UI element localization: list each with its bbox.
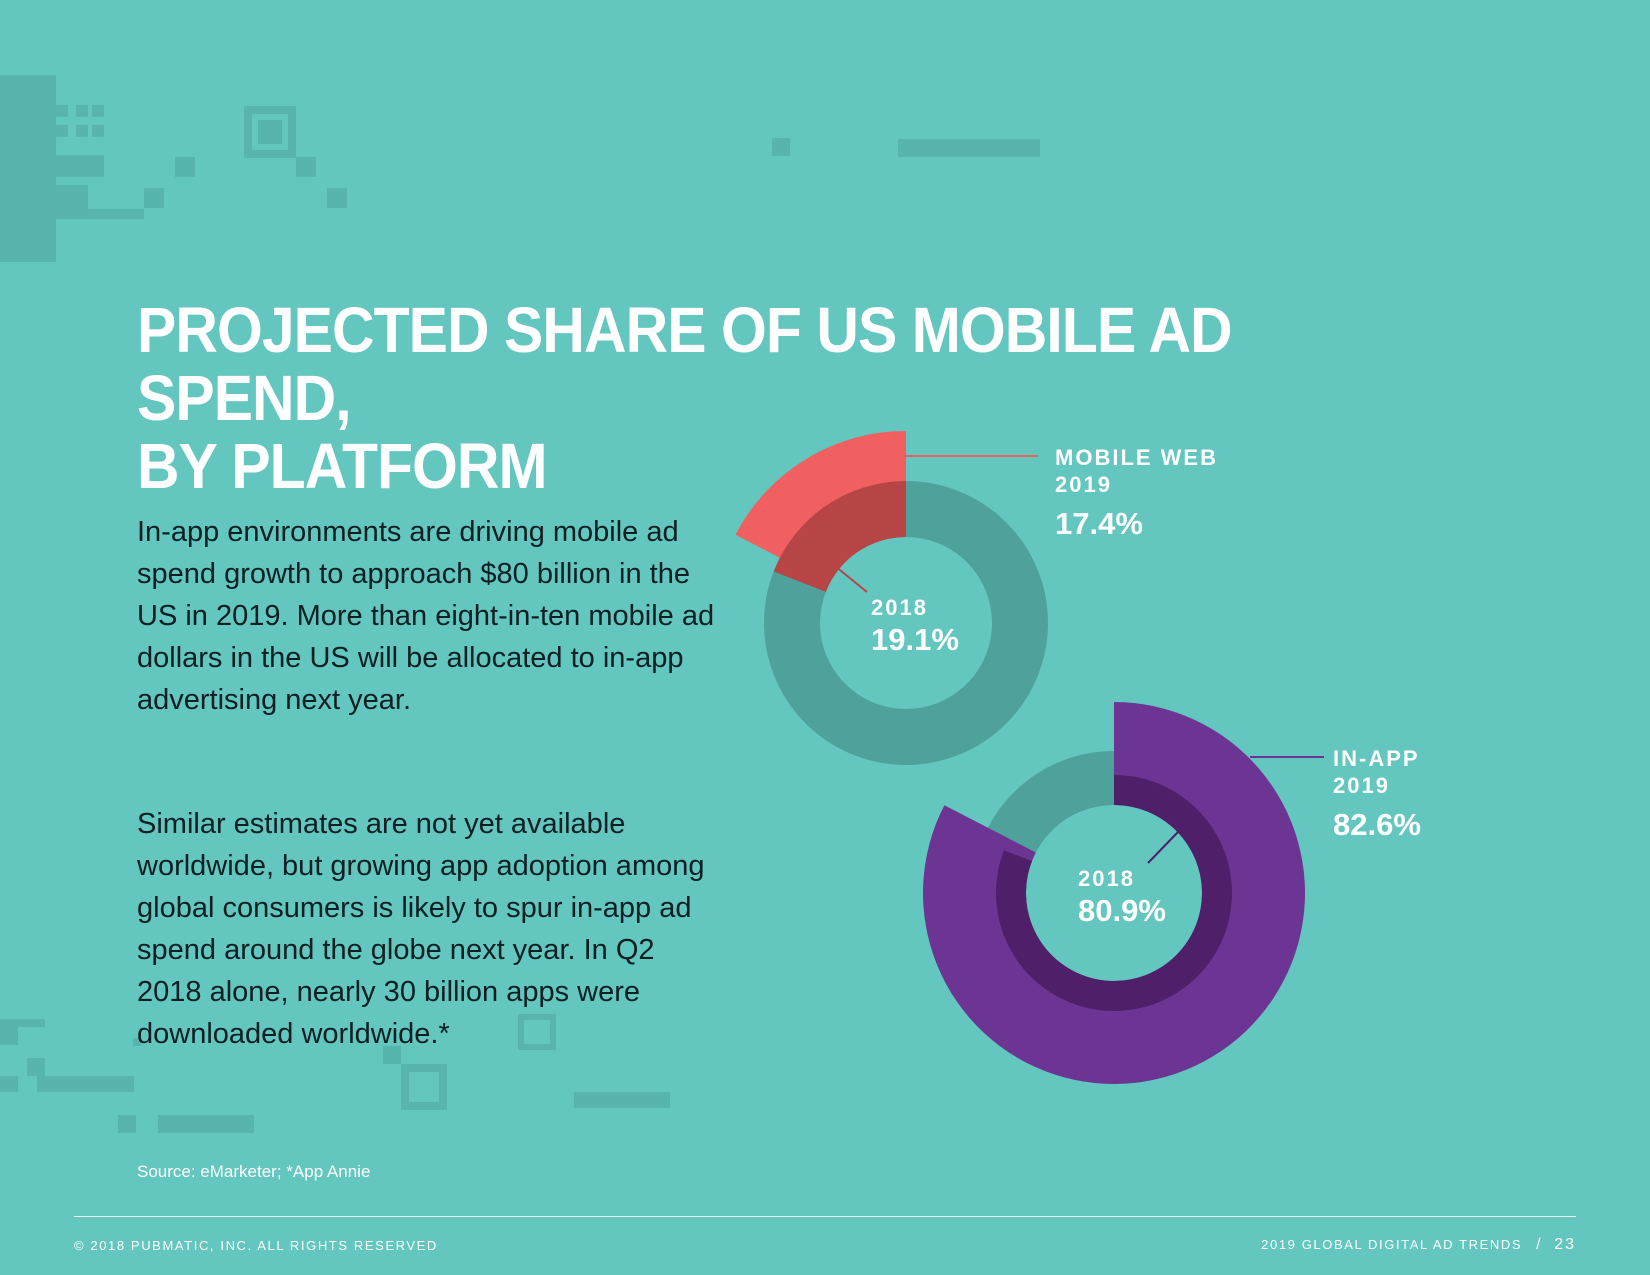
footer-report: 2019 GLOBAL DIGITAL AD TRENDS / 23 [1261,1236,1576,1254]
data-label-2019-value: 82.6% [1333,807,1421,842]
page-title-line: PROJECTED SHARE OF US MOBILE AD SPEND, [137,294,1233,434]
data-label-2018-value: 80.9% [1078,893,1166,928]
footer-copyright: © 2018 PUBMATIC, INC. ALL RIGHTS RESERVE… [74,1238,438,1253]
data-label-2019-heading: 2019 [1055,472,1112,497]
page-title-line: BY PLATFORM [137,430,548,502]
leader-line-2018 [834,565,868,593]
page-number: 23 [1554,1236,1576,1253]
footer-separator: / [1536,1236,1543,1253]
data-label-2018-value: 19.1% [871,622,959,657]
footer-divider [74,1216,1576,1217]
data-label-2019-heading: 2019 [1333,773,1390,798]
page-title: PROJECTED SHARE OF US MOBILE AD SPEND, B… [137,296,1333,500]
data-label-2018-heading: 2018 [1078,866,1135,891]
body-paragraph: In-app environments are driving mobile a… [137,516,715,716]
footer-report-title: 2019 GLOBAL DIGITAL AD TRENDS [1261,1237,1523,1252]
leader-line-2018 [1147,831,1179,864]
donut-slice-2018 [773,481,906,592]
body-paragraph: Similar estimates are not yet available … [137,808,705,1050]
data-label-2019-heading: MOBILE WEB [1055,445,1218,470]
data-label-2019-heading: IN-APP [1333,746,1420,771]
data-label-2019-value: 17.4% [1055,506,1143,541]
donut-slice-2019 [923,702,1306,1084]
data-label-2018-heading: 2018 [871,595,928,620]
source-note: Source: eMarketer; *App Annie [137,1162,371,1181]
